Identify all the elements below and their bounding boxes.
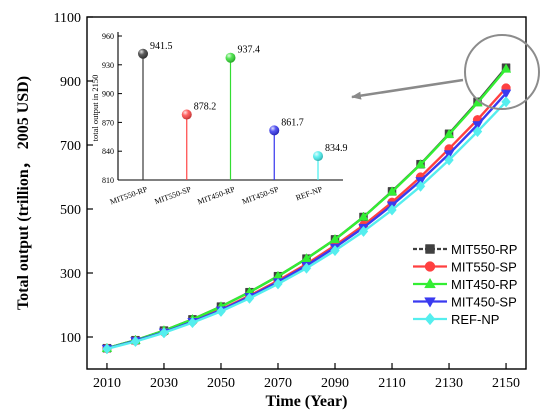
data-point — [102, 343, 112, 355]
data-point — [387, 204, 397, 216]
data-point — [415, 159, 426, 169]
inset-chart: 810 840 870 900 930 960 total output in 2150 94… — [90, 32, 348, 207]
x-tick-label: 2130 — [435, 376, 463, 391]
y-tick-label: 1100 — [54, 11, 81, 26]
inset-y-tick-label: 840 — [102, 147, 114, 156]
lollipop-ball-shine — [313, 151, 323, 162]
y-tick-label: 900 — [60, 75, 81, 90]
legend-item: REF-NP — [413, 312, 499, 327]
inset-x-tick-label: MIT450-SP — [241, 184, 281, 206]
inset-x-tick-label: MIT550-SP — [153, 184, 193, 206]
x-tick-label: 2070 — [264, 376, 292, 391]
data-point — [501, 96, 511, 108]
data-point — [329, 234, 341, 244]
x-tick-label: 2010 — [93, 376, 121, 391]
legend: MIT550-RP MIT550-SP MIT450-RP MIT450-SP REF-… — [413, 242, 517, 327]
series-ref-np — [102, 96, 511, 355]
legend-item: MIT550-RP — [413, 242, 517, 257]
x-tick-label: 2110 — [378, 376, 405, 391]
lollipop-value-label: 878.2 — [194, 102, 217, 113]
series-mit550-sp — [102, 83, 511, 354]
legend-item: MIT450-SP — [413, 295, 517, 310]
inset-y-tick-label: 810 — [102, 176, 114, 185]
lollipop-value-label: 941.5 — [150, 41, 173, 52]
series-mit450-rp — [101, 63, 512, 352]
y-tick-label: 300 — [60, 267, 81, 282]
lollipop-value-label: 861.7 — [281, 117, 304, 128]
data-point — [130, 336, 141, 347]
inset-x-tick-label: MIT450-RP — [196, 184, 236, 206]
data-point — [443, 129, 455, 139]
y-tick-label: 700 — [60, 139, 81, 154]
data-point — [330, 245, 340, 257]
legend-item: MIT450-RP — [413, 277, 517, 292]
data-point — [159, 327, 169, 339]
inset-x-tick-label: MIT550-RP — [109, 184, 149, 206]
inset-x-tick-label: REF-NP — [295, 184, 324, 202]
lollipop-mit450-rp: 937.4 MIT450-RP — [196, 45, 260, 207]
inset-y-tick-label: 960 — [102, 32, 114, 41]
legend-marker — [424, 312, 436, 326]
x-tick-label: 2150 — [492, 376, 520, 391]
data-point — [500, 63, 512, 73]
data-point — [386, 186, 398, 196]
legend-marker — [424, 297, 436, 308]
legend-marker — [425, 244, 435, 254]
lollipop-ball-shine — [269, 125, 280, 136]
data-point — [472, 121, 483, 131]
zoom-arrow — [351, 78, 464, 100]
data-point — [301, 262, 312, 274]
legend-marker — [424, 278, 436, 289]
legend-label: MIT550-SP — [451, 260, 517, 275]
legend-label: REF-NP — [451, 312, 499, 327]
series-line — [106, 68, 507, 350]
x-tick-label: 2030 — [150, 376, 178, 391]
y-axis-label: Total output (trillion， 2005 USD) — [15, 76, 32, 310]
zoom-circle — [464, 34, 540, 110]
x-axis-label: Time (Year) — [266, 393, 348, 410]
data-point — [358, 225, 369, 237]
inset-y-tick-label: 930 — [102, 61, 114, 70]
lollipop-ball-shine — [138, 48, 148, 59]
main-chart: 2010 2030 2050 2070 2090 2110 2130 2150 100 300 50… — [15, 11, 527, 410]
legend-marker — [424, 261, 436, 272]
inset-y-tick-label: 900 — [102, 90, 114, 99]
legend-label: MIT450-RP — [451, 277, 517, 292]
lollipop-mit550-sp: 878.2 MIT550-SP — [153, 102, 216, 207]
inset-y-axis-label: total output in 2150 — [90, 75, 100, 142]
data-point — [415, 180, 426, 192]
series-line — [106, 66, 507, 350]
legend-label: MIT550-RP — [451, 242, 517, 257]
data-point — [358, 211, 369, 221]
x-tick-label: 2090 — [321, 376, 349, 391]
data-point — [444, 154, 454, 166]
zoom-callout — [351, 34, 540, 110]
legend-label: MIT450-SP — [451, 295, 517, 310]
series-mit450-sp — [101, 89, 512, 354]
y-tick-label: 100 — [60, 331, 81, 346]
lollipop-ball-shine — [181, 109, 192, 120]
data-point — [500, 89, 512, 99]
y-tick-label: 500 — [60, 203, 81, 218]
plot-frame — [86, 16, 527, 370]
data-point — [187, 317, 198, 329]
series-mit550-rp — [102, 63, 511, 353]
data-point — [244, 292, 255, 304]
lollipop-value-label: 834.9 — [325, 143, 348, 154]
legend-item: MIT550-SP — [413, 260, 517, 275]
data-point — [273, 278, 283, 290]
data-point — [216, 305, 226, 317]
inset-y-tick-label: 870 — [102, 118, 114, 127]
lollipop-ball-shine — [225, 52, 236, 63]
lollipop-value-label: 937.4 — [238, 45, 261, 56]
x-tick-label: 2050 — [207, 376, 235, 391]
lollipop-mit450-sp: 861.7 MIT450-SP — [241, 117, 304, 206]
data-point — [472, 126, 483, 138]
series-line — [106, 87, 507, 350]
lollipop-ref-np: 834.9 REF-NP — [295, 143, 348, 202]
